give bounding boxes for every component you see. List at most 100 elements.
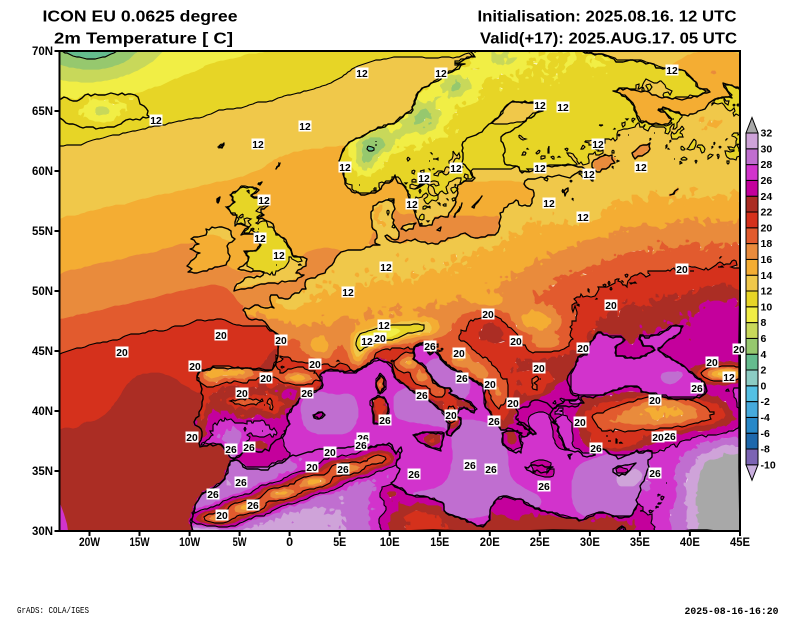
svg-text:16: 16 xyxy=(761,254,773,266)
svg-text:12: 12 xyxy=(543,198,555,210)
svg-text:Valid(+17): 2025.AUG.17. 05 UT: Valid(+17): 2025.AUG.17. 05 UTC xyxy=(480,31,737,48)
svg-text:12: 12 xyxy=(406,199,418,211)
svg-text:50N: 50N xyxy=(32,286,53,298)
svg-text:45E: 45E xyxy=(730,537,750,549)
svg-text:26: 26 xyxy=(408,469,420,481)
svg-text:20: 20 xyxy=(116,347,128,359)
svg-text:-4: -4 xyxy=(761,412,770,424)
svg-text:35N: 35N xyxy=(32,466,53,478)
svg-text:10W: 10W xyxy=(179,537,200,549)
svg-text:60N: 60N xyxy=(32,166,53,178)
svg-text:12: 12 xyxy=(450,163,462,175)
svg-text:0: 0 xyxy=(286,537,293,549)
svg-text:12: 12 xyxy=(534,163,546,175)
svg-text:45N: 45N xyxy=(32,346,53,358)
svg-text:20: 20 xyxy=(324,447,336,459)
svg-text:26: 26 xyxy=(337,464,349,476)
svg-text:-6: -6 xyxy=(761,428,770,440)
svg-text:12: 12 xyxy=(273,250,285,262)
svg-text:-8: -8 xyxy=(761,444,770,456)
svg-text:2: 2 xyxy=(761,365,767,377)
svg-text:12: 12 xyxy=(583,169,595,181)
svg-text:30: 30 xyxy=(761,143,773,155)
svg-text:12: 12 xyxy=(723,372,735,384)
svg-text:25E: 25E xyxy=(530,537,550,549)
svg-text:30N: 30N xyxy=(32,526,53,538)
svg-text:26: 26 xyxy=(207,489,219,501)
svg-text:12: 12 xyxy=(342,287,354,299)
svg-text:GrADS: COLA/IGES: GrADS: COLA/IGES xyxy=(17,605,89,616)
svg-text:65N: 65N xyxy=(32,106,53,118)
svg-text:10E: 10E xyxy=(380,537,400,549)
svg-text:26: 26 xyxy=(243,442,255,454)
svg-text:12: 12 xyxy=(380,262,392,274)
svg-text:6: 6 xyxy=(761,333,767,345)
svg-text:20: 20 xyxy=(215,330,227,342)
svg-text:30E: 30E xyxy=(580,537,600,549)
svg-text:2m Temperature [ C]: 2m Temperature [ C] xyxy=(54,31,233,48)
svg-text:12: 12 xyxy=(339,162,351,174)
svg-text:12: 12 xyxy=(299,121,311,133)
svg-text:22: 22 xyxy=(761,207,773,219)
svg-text:-2: -2 xyxy=(761,396,770,408)
svg-text:26: 26 xyxy=(416,390,428,402)
svg-text:12: 12 xyxy=(557,102,569,114)
svg-text:12: 12 xyxy=(378,320,390,332)
svg-text:26: 26 xyxy=(379,415,391,427)
svg-text:20: 20 xyxy=(577,343,589,355)
svg-text:20: 20 xyxy=(649,395,661,407)
svg-text:14: 14 xyxy=(761,270,773,282)
svg-text:20: 20 xyxy=(605,300,617,312)
svg-text:2025-08-16-16:20: 2025-08-16-16:20 xyxy=(685,606,779,618)
svg-text:-10: -10 xyxy=(761,459,776,471)
svg-text:26: 26 xyxy=(247,500,259,512)
svg-text:20: 20 xyxy=(510,336,522,348)
svg-text:20: 20 xyxy=(453,348,465,360)
svg-text:26: 26 xyxy=(649,468,661,480)
svg-text:20: 20 xyxy=(260,373,272,385)
svg-text:26: 26 xyxy=(235,477,247,489)
svg-text:15W: 15W xyxy=(130,537,150,549)
svg-text:20: 20 xyxy=(275,335,287,347)
svg-text:15E: 15E xyxy=(430,537,449,549)
svg-text:20: 20 xyxy=(706,357,718,369)
svg-text:ICON EU 0.0625 degree: ICON EU 0.0625 degree xyxy=(43,9,238,26)
svg-text:70N: 70N xyxy=(32,46,53,58)
svg-text:26: 26 xyxy=(538,481,550,493)
svg-text:12: 12 xyxy=(534,100,546,112)
svg-text:55N: 55N xyxy=(32,226,53,238)
svg-text:10: 10 xyxy=(761,301,773,313)
svg-text:5W: 5W xyxy=(233,537,247,549)
svg-text:12: 12 xyxy=(592,139,604,151)
svg-text:26: 26 xyxy=(355,440,367,452)
svg-text:20: 20 xyxy=(676,264,688,276)
svg-text:12: 12 xyxy=(150,115,162,127)
svg-text:26: 26 xyxy=(424,341,436,353)
svg-text:40E: 40E xyxy=(680,537,700,549)
svg-text:20: 20 xyxy=(374,333,386,345)
svg-text:40N: 40N xyxy=(32,406,53,418)
svg-text:12: 12 xyxy=(356,68,368,80)
svg-text:20: 20 xyxy=(484,379,496,391)
svg-text:5E: 5E xyxy=(333,537,346,549)
svg-text:26: 26 xyxy=(691,383,703,395)
svg-text:20E: 20E xyxy=(480,537,500,549)
svg-text:26: 26 xyxy=(590,443,602,455)
svg-text:20: 20 xyxy=(533,363,545,375)
svg-text:26: 26 xyxy=(357,433,369,445)
svg-text:20: 20 xyxy=(733,344,745,356)
svg-text:24: 24 xyxy=(761,191,773,203)
svg-text:35E: 35E xyxy=(630,537,650,549)
svg-text:12: 12 xyxy=(418,173,430,185)
svg-text:12: 12 xyxy=(361,336,373,348)
svg-text:0: 0 xyxy=(761,380,767,392)
svg-text:20: 20 xyxy=(652,432,664,444)
svg-text:26: 26 xyxy=(485,464,497,476)
svg-text:32: 32 xyxy=(761,128,773,140)
svg-text:20: 20 xyxy=(482,309,494,321)
svg-text:20W: 20W xyxy=(79,537,100,549)
svg-text:20: 20 xyxy=(236,388,248,400)
svg-text:26: 26 xyxy=(225,444,237,456)
svg-text:20: 20 xyxy=(186,432,198,444)
svg-text:Initialisation: 2025.08.16. 12: Initialisation: 2025.08.16. 12 UTC xyxy=(478,9,737,26)
